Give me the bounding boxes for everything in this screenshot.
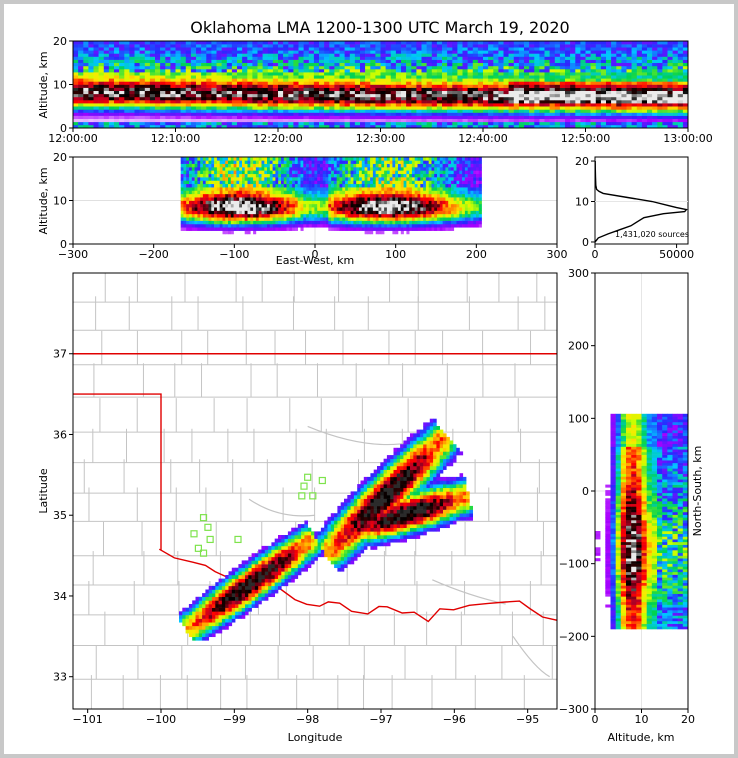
longitude-tick-label: −101 <box>73 713 103 726</box>
lma-station-marker <box>194 544 202 552</box>
eastwest-tick-label: −200 <box>139 248 169 261</box>
latitude-tick-label: 34 <box>53 590 67 603</box>
plan-view-ticks: −101 −100 −99 −98 −97 −96 −95 33 34 35 36 37 <box>53 348 539 726</box>
time-tick-label: 12:50:00 <box>561 132 610 145</box>
altitude-northsouth-density <box>595 413 689 630</box>
altitude-tick-label: 0 <box>582 236 589 249</box>
latitude-tick-label: 37 <box>53 348 67 361</box>
longitude-tick-label: −100 <box>146 713 176 726</box>
eastwest-tick-label: 100 <box>385 248 406 261</box>
northsouth-tick-label: 200 <box>568 340 589 353</box>
count-tick-label: 50000 <box>659 248 694 261</box>
time-tick-label: 13:00:00 <box>663 132 712 145</box>
plan-view-density <box>179 418 473 641</box>
lma-station-marker <box>300 482 308 490</box>
altitude-tick-label: 20 <box>53 35 67 48</box>
plan-view-xlabel: Longitude <box>288 731 343 744</box>
lma-station-marker <box>190 530 198 538</box>
altitude-histogram-line <box>594 160 688 243</box>
lma-station-marker <box>206 535 214 544</box>
county-boundaries <box>73 273 557 709</box>
altitude-tick-label: 10 <box>575 196 589 209</box>
lma-station-marker <box>304 473 312 481</box>
eastwest-tick-label: −300 <box>58 248 88 261</box>
time-altitude-ticks: 12:00:00 12:10:00 12:20:00 12:30:00 12:40:00… <box>48 35 712 145</box>
lma-station-marker <box>199 549 208 557</box>
figure-frame: Oklahoma LMA 1200-1300 UTC March 19, 202… <box>4 4 734 754</box>
source-count-annotation: 1,431,020 sources <box>615 230 689 239</box>
longitude-tick-label: −98 <box>296 713 319 726</box>
eastwest-tick-label: −100 <box>219 248 249 261</box>
eastwest-altitude-panel: −300 −200 −100 0 100 200 300 0 10 20 Altitude, km… <box>37 151 568 267</box>
time-tick-label: 12:20:00 <box>253 132 302 145</box>
lma-station-marker <box>234 535 242 544</box>
time-altitude-panel: 12:00:00 12:10:00 12:20:00 12:30:00 12:40:00… <box>37 35 713 145</box>
longitude-tick-label: −96 <box>443 713 466 726</box>
time-tick-label: 12:40:00 <box>458 132 507 145</box>
northsouth-tick-label: −200 <box>559 630 589 643</box>
lma-station-marker <box>199 514 208 522</box>
time-tick-label: 12:30:00 <box>356 132 405 145</box>
northsouth-tick-label: −100 <box>559 558 589 571</box>
altitude-tick-label: 20 <box>681 713 695 726</box>
eastwest-altitude-ticks: −300 −200 −100 0 100 200 300 0 10 20 <box>53 151 568 261</box>
northsouth-tick-label: 0 <box>582 485 589 498</box>
eastwest-tick-label: 300 <box>547 248 568 261</box>
altitude-northsouth-ticks: 0 10 20 −300 −200 −100 0 100 200 300 <box>559 267 695 726</box>
altitude-tick-label: 20 <box>575 155 589 168</box>
eastwest-altitude-density <box>73 157 557 244</box>
plan-view-panel: −101 −100 −99 −98 −97 −96 −95 33 34 35 36 37 Latitu… <box>37 272 558 744</box>
eastwest-tick-label: 200 <box>466 248 487 261</box>
northsouth-tick-label: 300 <box>568 267 589 280</box>
altitude-tick-label: 10 <box>635 713 649 726</box>
figure-title: Oklahoma LMA 1200-1300 UTC March 19, 202… <box>190 18 569 37</box>
time-altitude-density <box>73 41 689 129</box>
altitude-northsouth-ylabel: North-South, km <box>691 446 704 537</box>
altitude-histogram-panel: 0 50000 0 10 20 1,431,020 sources <box>575 155 694 261</box>
time-tick-label: 12:00:00 <box>48 132 97 145</box>
eastwest-tick-label: 0 <box>312 248 319 261</box>
altitude-tick-label: 10 <box>53 79 67 92</box>
altitude-tick-label: 0 <box>60 122 67 135</box>
latitude-tick-label: 33 <box>53 671 67 684</box>
altitude-tick-label: 0 <box>592 713 599 726</box>
plan-view-ylabel: Latitude <box>37 468 50 514</box>
altitude-histogram-frame <box>594 156 689 245</box>
altitude-tick-label: 20 <box>53 151 67 164</box>
time-tick-label: 12:10:00 <box>151 132 200 145</box>
altitude-northsouth-panel: 0 10 20 −300 −200 −100 0 100 200 300 North-South,… <box>559 267 704 744</box>
count-tick-label: 0 <box>592 248 599 261</box>
lma-station-marker <box>298 492 306 500</box>
lma-station-marker <box>204 523 212 531</box>
eastwest-altitude-xlabel: East-West, km <box>276 254 354 267</box>
time-altitude-ylabel: Altitude, km <box>37 51 50 118</box>
latitude-tick-label: 36 <box>53 428 67 441</box>
lma-station-marker <box>309 492 317 500</box>
longitude-tick-label: −95 <box>516 713 539 726</box>
altitude-northsouth-xlabel: Altitude, km <box>607 731 674 744</box>
altitude-tick-label: 10 <box>53 195 67 208</box>
northsouth-tick-label: 100 <box>568 412 589 425</box>
longitude-tick-label: −99 <box>223 713 246 726</box>
lma-station-marker <box>318 476 326 485</box>
plan-view-frame <box>72 272 558 710</box>
longitude-tick-label: −97 <box>369 713 392 726</box>
lma-stations <box>190 473 326 557</box>
lma-figure: Oklahoma LMA 1200-1300 UTC March 19, 202… <box>37 18 713 744</box>
altitude-tick-label: 0 <box>60 238 67 251</box>
latitude-tick-label: 35 <box>53 509 67 522</box>
altitude-histogram-ticks: 0 50000 0 10 20 <box>575 155 694 261</box>
northsouth-tick-label: −300 <box>559 703 589 716</box>
eastwest-altitude-ylabel: Altitude, km <box>37 167 50 234</box>
